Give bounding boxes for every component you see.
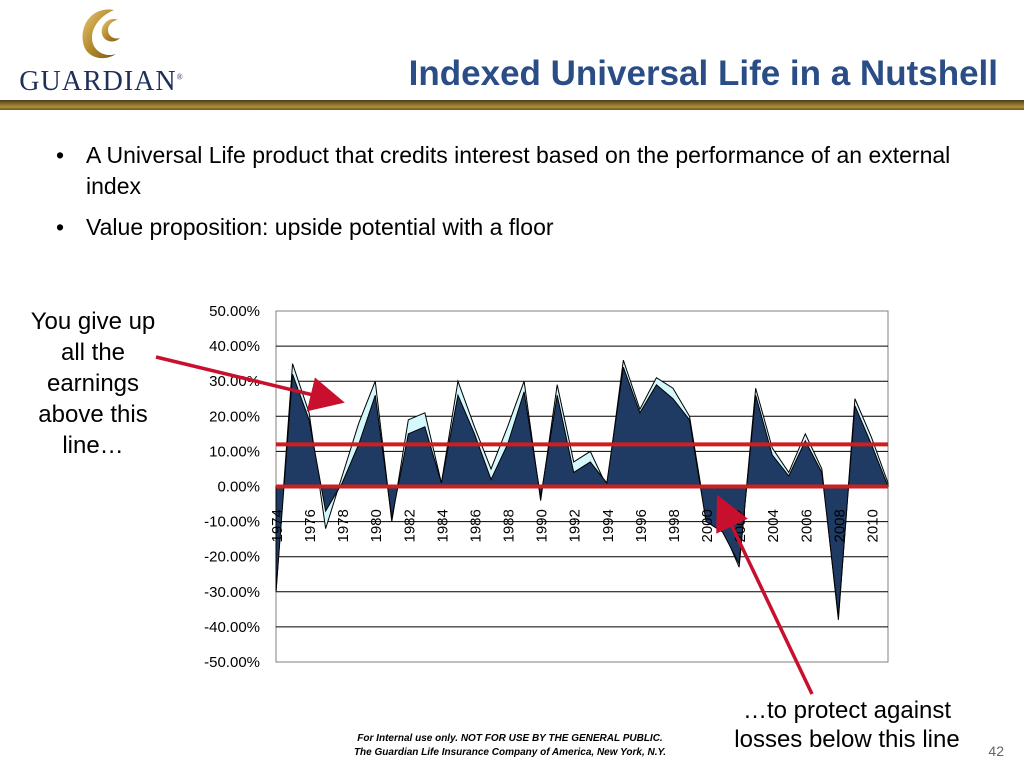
- page-number: 42: [988, 743, 1004, 759]
- logo-wordmark: GUARDIAN: [19, 66, 177, 97]
- x-tick-label: 1978: [335, 509, 352, 542]
- x-tick-label: 1976: [302, 509, 319, 542]
- x-tick-label: 1996: [633, 509, 650, 542]
- x-tick-label: 2000: [699, 509, 716, 542]
- page-title: Indexed Universal Life in a Nutshell: [408, 54, 998, 93]
- y-tick-label: -30.00%: [204, 584, 260, 601]
- y-tick-label: 20.00%: [209, 408, 260, 425]
- guardian-logo: GUARDIAN®: [14, 6, 189, 97]
- left-annotation: You give up all the earnings above this …: [30, 308, 156, 459]
- y-tick-label: -40.00%: [204, 619, 260, 636]
- x-tick-label: 1984: [434, 509, 451, 542]
- bullet-item: • Value proposition: upside potential wi…: [56, 212, 991, 243]
- y-tick-label: 10.00%: [209, 443, 260, 460]
- x-tick-label: 2002: [732, 509, 749, 542]
- x-tick-label: 1988: [501, 509, 518, 542]
- bullet-dot-icon: •: [56, 142, 65, 168]
- y-tick-label: 0.00%: [217, 479, 260, 496]
- bullet-text: Value proposition: upside potential with…: [86, 214, 554, 241]
- header-divider: [0, 100, 1024, 110]
- x-tick-label: 2006: [798, 509, 815, 542]
- y-tick-label: 50.00%: [209, 303, 260, 320]
- x-tick-label: 1982: [401, 509, 418, 542]
- x-tick-label: 1980: [368, 509, 385, 542]
- y-tick-label: -50.00%: [204, 654, 260, 671]
- x-tick-label: 1992: [567, 509, 584, 542]
- bullet-dot-icon: •: [56, 214, 65, 241]
- footer-line-2: The Guardian Life Insurance Company of A…: [353, 747, 667, 758]
- x-tick-label: 2010: [864, 509, 881, 542]
- footer-line-1: For Internal use only. NOT FOR USE BY TH…: [357, 733, 663, 744]
- y-tick-label: -20.00%: [204, 549, 260, 566]
- guardian-emblem-icon: [82, 9, 120, 59]
- x-tick-label: 1990: [534, 509, 551, 542]
- series-index-area: [275, 366, 889, 617]
- x-tick-label: 1986: [467, 509, 484, 542]
- bullet-item: • A Universal Life product that credits …: [56, 140, 991, 202]
- bullet-text: A Universal Life product that credits in…: [86, 142, 951, 200]
- x-tick-label: 2008: [831, 509, 848, 542]
- footer-disclaimer: For Internal use only. NOT FOR USE BY TH…: [290, 732, 730, 760]
- x-tick-label: 1998: [666, 509, 683, 542]
- bullet-list: • A Universal Life product that credits …: [56, 140, 991, 253]
- right-arrow: [716, 494, 814, 695]
- x-tick-label: 1974: [269, 509, 286, 542]
- right-annotation: …to protect against losses below this li…: [734, 697, 960, 753]
- x-tick-label: 1994: [600, 509, 617, 542]
- left-arrow: [155, 355, 345, 412]
- x-tick-label: 2004: [765, 509, 782, 542]
- y-tick-label: -10.00%: [204, 514, 260, 531]
- y-tick-label: 40.00%: [209, 338, 260, 355]
